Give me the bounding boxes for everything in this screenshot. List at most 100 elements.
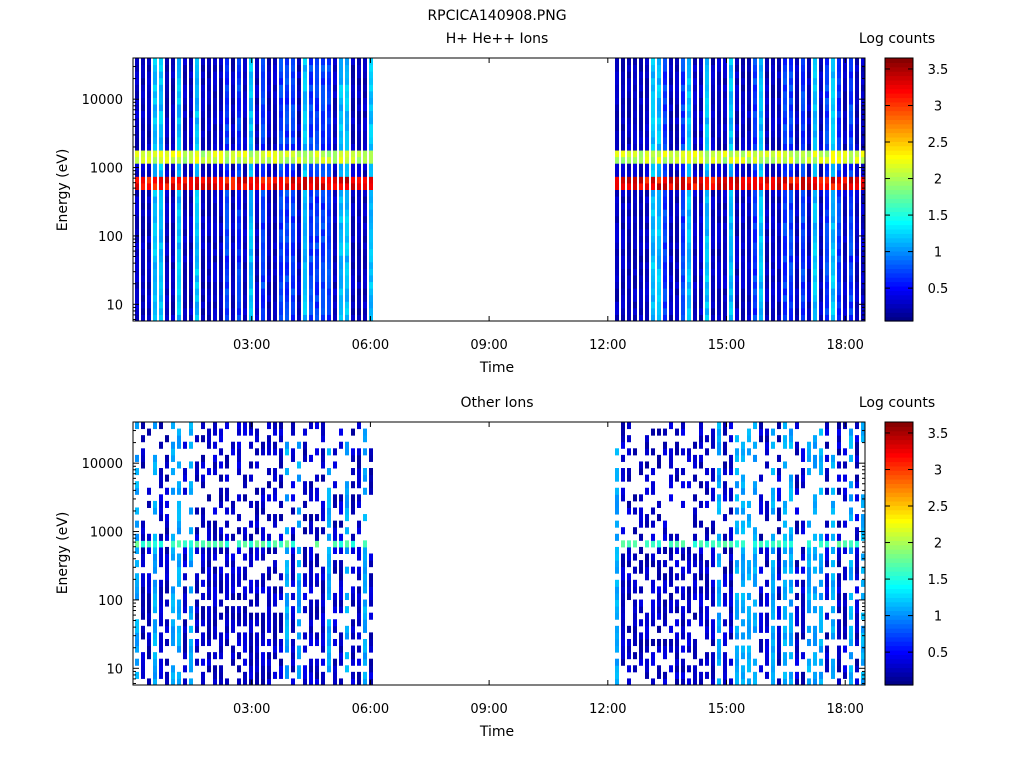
spectrogram-cell [669, 90, 673, 98]
spectrogram-cell [855, 314, 859, 322]
spectrogram-cell [213, 307, 217, 315]
spectrogram-cell [825, 235, 829, 243]
spectrogram-cell [663, 90, 667, 98]
spectrogram-cell [255, 71, 259, 79]
spectrogram-cell [141, 281, 145, 289]
spectrogram-cell [789, 235, 793, 243]
spectrogram-cell [339, 540, 343, 548]
spectrogram-cell [345, 222, 349, 230]
spectrogram-cell [261, 665, 265, 673]
spectrogram-cell [639, 606, 643, 614]
spectrogram-cell [729, 209, 733, 217]
spectrogram-cell [297, 130, 301, 138]
spectrogram-cell [831, 215, 835, 223]
spectrogram-cell [183, 487, 187, 495]
spectrogram-cell [327, 97, 331, 105]
spectrogram-cell [645, 169, 649, 177]
colorbar-swatch [885, 163, 913, 169]
spectrogram-cell [249, 176, 253, 184]
spectrogram-cell [369, 454, 373, 462]
spectrogram-cell [165, 307, 169, 315]
spectrogram-cell [345, 288, 349, 296]
colorbar-swatch [885, 158, 913, 164]
spectrogram-cell [339, 235, 343, 243]
spectrogram-cell [837, 104, 841, 112]
spectrogram-cell [801, 117, 805, 125]
spectrogram-cell [765, 307, 769, 315]
spectrogram-cell [825, 130, 829, 138]
spectrogram-cell [363, 314, 367, 322]
colorbar-swatch [885, 185, 913, 191]
spectrogram-cell [273, 77, 277, 85]
spectrogram-cell [297, 123, 301, 131]
spectrogram-cell [303, 150, 307, 158]
spectrogram-cell [777, 143, 781, 151]
spectrogram-cell [351, 468, 355, 476]
spectrogram-cell [255, 592, 259, 601]
spectrogram-cell [255, 64, 259, 72]
spectrogram-cell [339, 579, 343, 587]
spectrogram-cell [147, 150, 151, 158]
spectrogram-cell [693, 645, 697, 653]
spectrogram-cell [693, 143, 697, 151]
spectrogram-cell [711, 294, 715, 302]
spectrogram-cell [153, 130, 157, 138]
spectrogram-cell [621, 182, 625, 190]
spectrogram-cell [231, 136, 235, 144]
spectrogram-cell [285, 294, 289, 302]
spectrogram-cell [159, 658, 163, 666]
spectrogram-cell [207, 97, 211, 105]
spectrogram-cell [141, 625, 145, 633]
spectrogram-cell [813, 58, 817, 66]
spectrogram-cell [687, 209, 691, 217]
spectrogram-cell [615, 487, 619, 495]
spectrogram-cell [849, 196, 853, 204]
spectrogram-cell [267, 288, 271, 296]
spectrogram-cell [315, 189, 319, 197]
spectrogram-cell [327, 235, 331, 243]
spectrogram-cell [855, 84, 859, 92]
spectrogram-cell [819, 97, 823, 105]
colorbar-swatch [885, 207, 913, 213]
spectrogram-cell [285, 222, 289, 230]
spectrogram-cell [831, 130, 835, 138]
spectrogram-cell [663, 143, 667, 151]
spectrogram-cell [741, 163, 745, 171]
spectrogram-cell [147, 156, 151, 164]
spectrogram-cell [645, 215, 649, 223]
spectrogram-cell [279, 592, 283, 601]
spectrogram-cell [201, 461, 205, 469]
spectrogram-cell [789, 110, 793, 118]
spectrogram-cell [243, 104, 247, 112]
spectrogram-cell [273, 110, 277, 118]
spectrogram-cell [831, 255, 835, 263]
spectrogram-cell [279, 533, 283, 541]
spectrogram-cell [639, 84, 643, 92]
spectrogram-cell [153, 658, 157, 666]
spectrogram-cell [699, 441, 703, 449]
spectrogram-cell [267, 619, 271, 627]
spectrogram-cell [315, 612, 319, 620]
spectrogram-cell [213, 209, 217, 217]
spectrogram-cell [669, 314, 673, 322]
spectrogram-cell [711, 301, 715, 309]
spectrogram-cell [765, 123, 769, 131]
spectrogram-cell [351, 130, 355, 138]
spectrogram-cell [189, 261, 193, 269]
spectrogram-cell [165, 599, 169, 607]
spectrogram-cell [363, 156, 367, 164]
spectrogram-cell [153, 301, 157, 309]
spectrogram-cell [645, 90, 649, 98]
spectrogram-cell [267, 566, 271, 574]
spectrogram-cell [339, 130, 343, 138]
spectrogram-cell [687, 136, 691, 144]
spectrogram-cell [729, 110, 733, 118]
spectrogram-cell [201, 228, 205, 237]
spectrogram-cell [231, 163, 235, 171]
spectrogram-cell [315, 487, 319, 495]
spectrogram-cell [639, 58, 643, 66]
spectrogram-cell [183, 268, 187, 276]
spectrogram-cell [645, 117, 649, 125]
spectrogram-cell [633, 228, 637, 237]
spectrogram-cell [231, 294, 235, 302]
